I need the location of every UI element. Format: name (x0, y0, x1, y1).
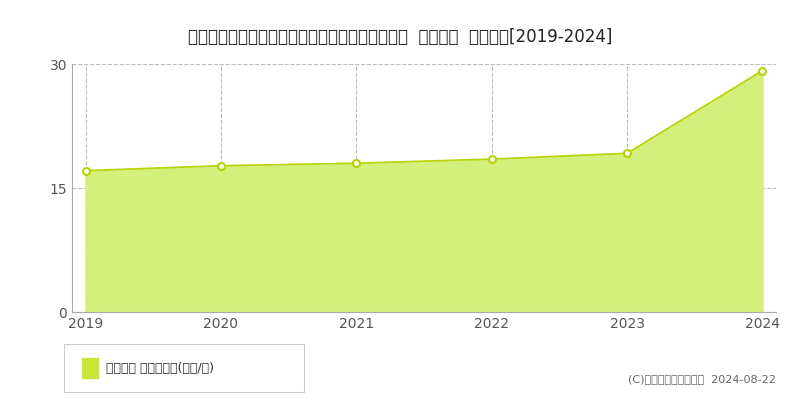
Text: 地価公示 平均坪単価(万円/坪): 地価公示 平均坪単価(万円/坪) (106, 362, 214, 375)
Text: 北海道札幌市北区篠路３条４丁目３８番５７５外  地価公示  地価推移[2019-2024]: 北海道札幌市北区篠路３条４丁目３８番５７５外 地価公示 地価推移[2019-20… (188, 28, 612, 46)
Text: (C)土地価格ドットコム  2024-08-22: (C)土地価格ドットコム 2024-08-22 (628, 374, 776, 384)
